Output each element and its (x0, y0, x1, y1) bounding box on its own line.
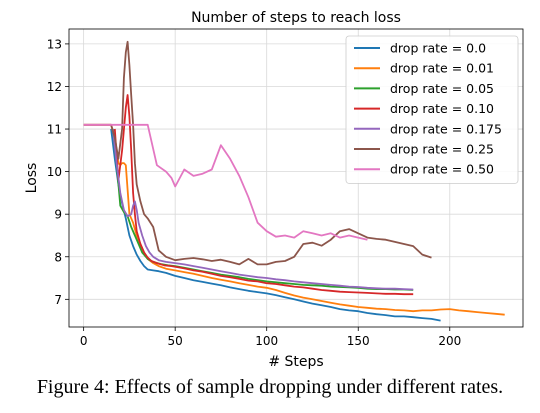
legend-label-0: drop rate = 0.0 (390, 41, 486, 56)
y-tick-label: 8 (54, 250, 62, 264)
y-tick-label: 13 (47, 37, 62, 51)
x-tick-label: 200 (438, 334, 461, 348)
axis-ticks: 0 50 100 150 200 7 8 9 10 11 12 13 (47, 37, 462, 348)
series-line-4 (112, 128, 414, 291)
legend-label-5: drop rate = 0.25 (390, 142, 494, 157)
x-axis-label: # Steps (268, 354, 323, 370)
legend-box (345, 35, 519, 184)
y-tick-label: 9 (54, 208, 62, 222)
series-line-0 (110, 128, 441, 322)
x-tick-label: 150 (347, 334, 370, 348)
y-tick-label: 7 (54, 293, 62, 307)
x-tick-label: 50 (168, 334, 183, 348)
x-tick-label: 100 (255, 334, 278, 348)
y-axis-label: Loss (24, 163, 40, 194)
legend-label-6: drop rate = 0.50 (390, 162, 494, 177)
x-tick-label: 0 (80, 334, 88, 348)
legend-label-1: drop rate = 0.01 (390, 61, 494, 76)
y-tick-label: 10 (47, 165, 62, 179)
series-line-5 (83, 40, 432, 266)
series-line-3 (113, 94, 414, 296)
y-tick-label: 12 (47, 80, 62, 94)
legend-label-3: drop rate = 0.10 (390, 101, 494, 116)
legend-label-4: drop rate = 0.175 (390, 121, 502, 136)
series-line-1 (83, 123, 505, 316)
chart-title: Number of steps to reach loss (191, 10, 401, 26)
y-tick-label: 11 (47, 123, 62, 137)
figure-caption: Figure 4: Effects of sample dropping und… (36, 376, 504, 398)
legend-label-2: drop rate = 0.05 (390, 81, 494, 96)
series-group (83, 40, 505, 322)
series-line-6 (83, 123, 368, 241)
plot-frame (68, 28, 524, 328)
legend: drop rate = 0.0 drop rate = 0.01 drop rate… (345, 35, 519, 184)
